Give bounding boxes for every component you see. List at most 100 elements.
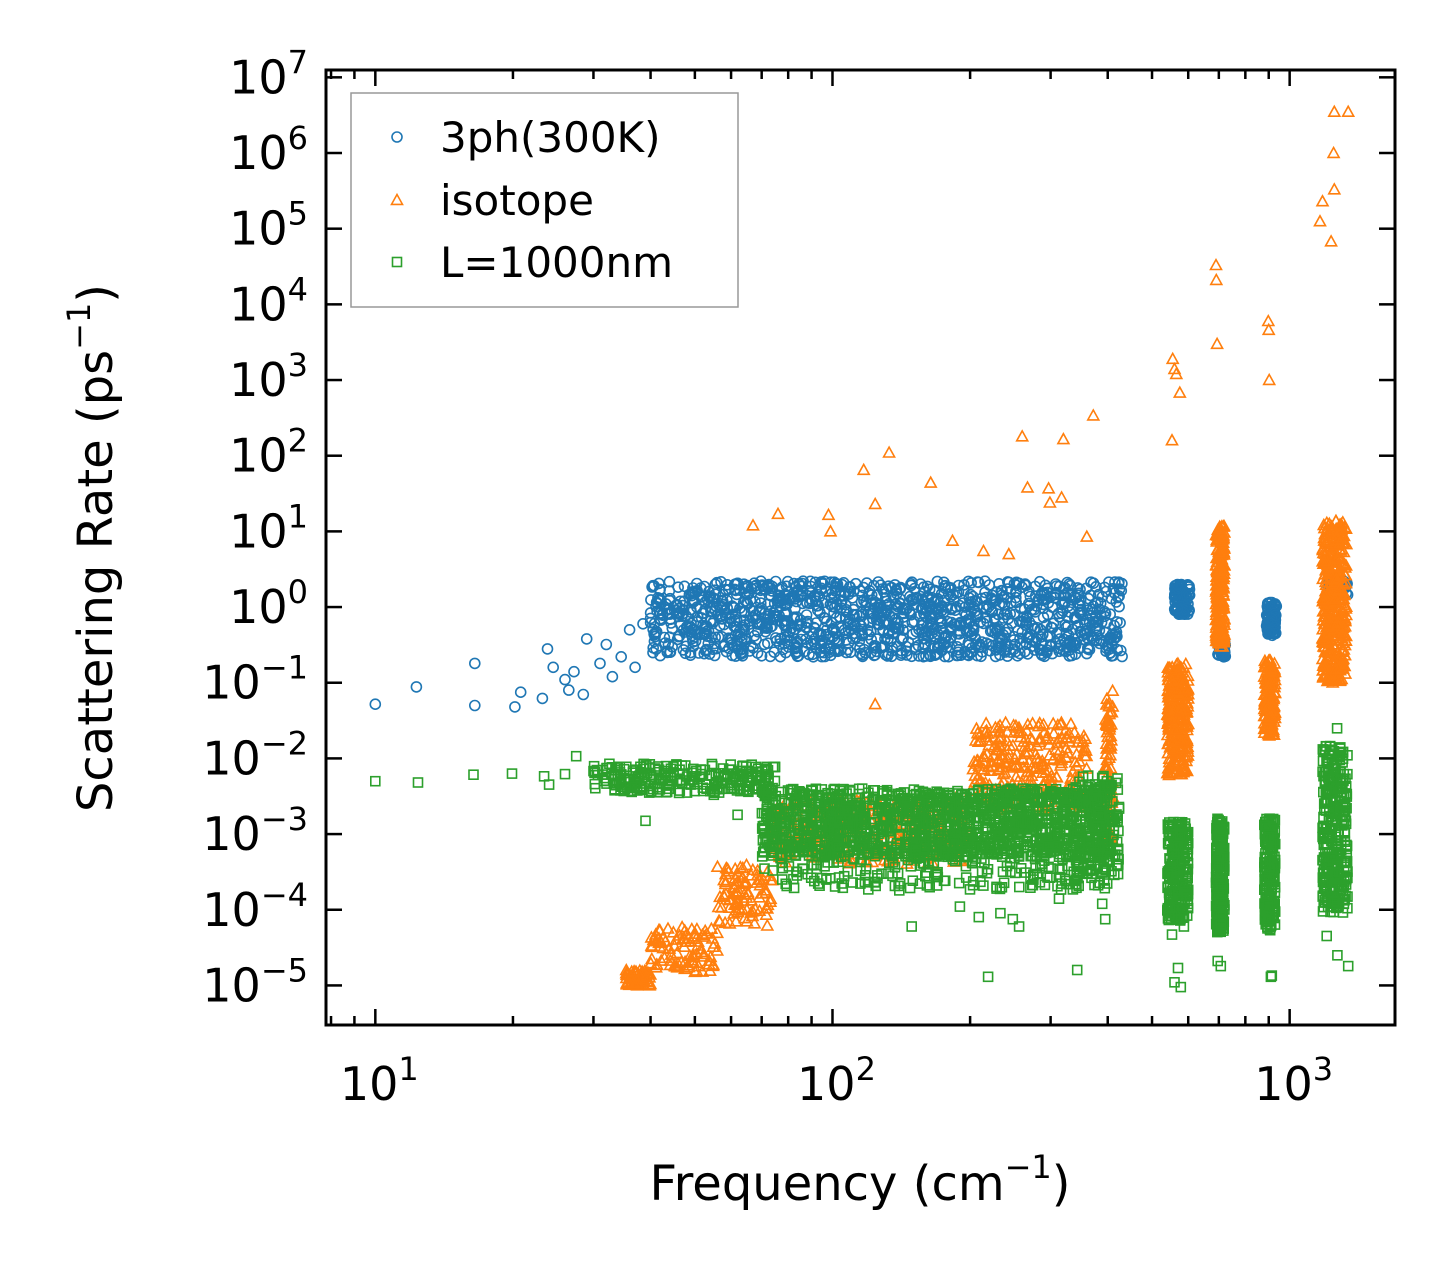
data-point-circle	[1172, 582, 1184, 595]
data-point-square	[803, 825, 815, 837]
data-point-circle	[702, 590, 715, 603]
data-point-circle	[1062, 600, 1074, 612]
data-point-circle	[962, 575, 975, 588]
data-point-circle	[795, 633, 808, 646]
data-point-circle	[815, 650, 828, 663]
data-point-circle	[923, 583, 936, 596]
data-point-triangle	[737, 911, 752, 924]
data-point-circle	[369, 698, 382, 711]
data-point-triangle	[1209, 558, 1223, 571]
data-point-circle	[826, 600, 839, 613]
data-point-circle	[1115, 584, 1128, 597]
data-point-triangle	[1176, 660, 1191, 673]
data-point-triangle	[731, 873, 745, 887]
data-point-triangle	[1264, 661, 1278, 675]
data-point-triangle	[1336, 556, 1351, 569]
data-point-circle	[684, 649, 697, 662]
data-point-circle	[897, 624, 909, 636]
data-point-triangle	[710, 925, 725, 939]
data-point-circle	[774, 595, 787, 608]
data-point-triangle	[1341, 104, 1356, 117]
data-point-circle	[1030, 600, 1043, 612]
data-point-triangle	[1317, 635, 1331, 649]
data-point-triangle	[732, 884, 746, 897]
data-point-square	[753, 775, 765, 786]
data-point-square	[761, 761, 772, 773]
data-point-triangle	[1168, 749, 1183, 762]
data-point-triangle	[639, 969, 654, 983]
data-point-circle	[960, 609, 972, 622]
data-point-circle	[1104, 608, 1116, 621]
data-point-triangle	[1329, 571, 1344, 585]
data-point-triangle	[1040, 728, 1055, 742]
data-point-triangle	[745, 908, 760, 922]
data-point-circle	[1010, 596, 1022, 608]
data-point-circle	[1023, 616, 1036, 628]
data-point-circle	[872, 599, 885, 612]
data-point-circle	[1063, 578, 1075, 590]
data-point-circle	[947, 588, 959, 601]
data-point-circle	[863, 587, 875, 600]
data-point-circle	[977, 617, 990, 630]
data-point-circle	[468, 657, 481, 670]
data-point-triangle	[882, 445, 896, 458]
data-point-circle	[989, 595, 1001, 607]
data-point-triangle	[1162, 678, 1177, 691]
data-point-triangle	[1161, 665, 1175, 678]
data-point-triangle	[711, 899, 726, 913]
data-point-triangle	[1021, 769, 1036, 782]
data-point-circle	[989, 627, 1001, 639]
data-point-circle	[637, 617, 649, 630]
data-point-triangle	[663, 953, 678, 966]
data-point-triangle	[1002, 738, 1017, 752]
data-point-triangle	[652, 931, 666, 944]
data-point-circle	[778, 631, 791, 643]
data-point-triangle	[1079, 529, 1094, 542]
data-point-triangle	[1313, 214, 1327, 227]
data-point-circle	[728, 620, 741, 633]
data-point-triangle	[1103, 728, 1118, 742]
data-point-circle	[672, 610, 685, 623]
data-point-circle	[990, 625, 1003, 637]
data-point-triangle	[1209, 578, 1224, 591]
data-point-circle	[673, 606, 685, 619]
data-point-triangle	[1338, 648, 1352, 661]
data-point-circle	[664, 646, 677, 659]
data-point-triangle	[1056, 432, 1071, 445]
data-point-square	[629, 782, 641, 793]
data-point-triangle	[1104, 733, 1119, 746]
data-point-circle	[1083, 643, 1096, 656]
data-point-circle	[823, 630, 836, 643]
data-point-circle	[905, 593, 918, 606]
data-point-circle	[653, 607, 666, 620]
data-point-circle	[741, 581, 754, 594]
data-point-circle	[654, 612, 667, 625]
data-point-circle	[594, 657, 606, 670]
data-point-triangle	[1329, 628, 1344, 642]
data-point-circle	[994, 637, 1007, 649]
plot-area	[369, 104, 1356, 993]
data-point-triangle	[654, 953, 669, 966]
data-point-square	[589, 766, 601, 778]
data-point-circle	[468, 699, 481, 712]
data-point-circle	[835, 595, 848, 608]
data-point-circle	[741, 588, 754, 601]
data-point-circle	[1110, 626, 1123, 639]
data-point-triangle	[1213, 522, 1227, 535]
data-point-circle	[819, 612, 831, 625]
data-point-triangle	[1319, 627, 1333, 640]
data-point-square	[901, 815, 912, 827]
data-point-triangle	[1043, 495, 1057, 508]
data-point-circle	[1270, 609, 1282, 622]
data-point-triangle	[1329, 575, 1344, 588]
data-point-circle	[646, 581, 658, 593]
data-point-triangle	[1030, 751, 1044, 764]
data-point-circle	[1171, 587, 1183, 599]
data-point-triangle	[740, 902, 754, 916]
data-point-triangle	[1333, 535, 1347, 549]
data-point-circle	[696, 607, 709, 620]
data-point-circle	[850, 608, 863, 621]
data-point-circle	[615, 650, 628, 663]
data-point-circle	[858, 643, 870, 656]
data-point-square	[972, 815, 984, 827]
